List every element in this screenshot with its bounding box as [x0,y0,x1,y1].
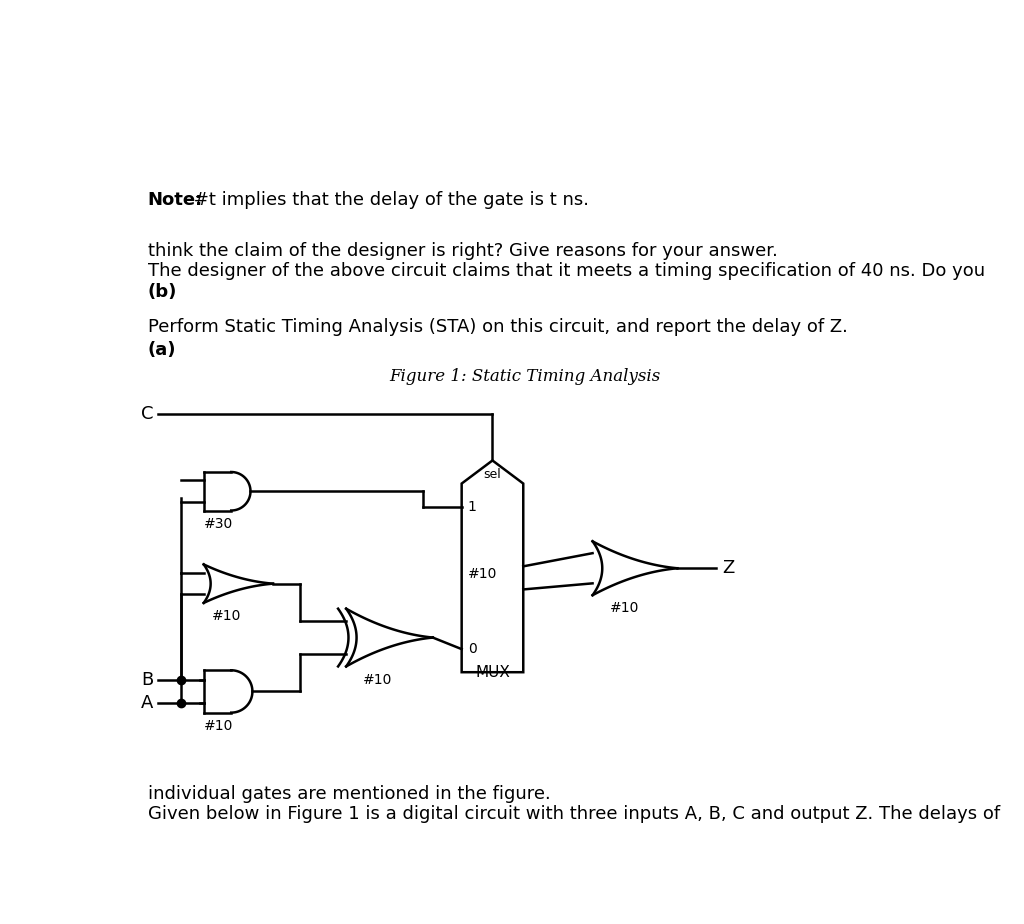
Text: Z: Z [722,559,734,578]
Text: Figure 1: Static Timing Analysis: Figure 1: Static Timing Analysis [389,368,660,385]
Text: Perform Static Timing Analysis (STA) on this circuit, and report the delay of Z.: Perform Static Timing Analysis (STA) on … [147,318,848,336]
Text: The designer of the above circuit claims that it meets a timing specification of: The designer of the above circuit claims… [147,261,985,280]
Text: #10: #10 [609,602,639,615]
Text: think the claim of the designer is right? Give reasons for your answer.: think the claim of the designer is right… [147,242,777,260]
Text: A: A [141,694,154,712]
Text: #t implies that the delay of the gate is t ns.: #t implies that the delay of the gate is… [187,191,589,209]
Text: Given below in Figure 1 is a digital circuit with three inputs A, B, C and outpu: Given below in Figure 1 is a digital cir… [147,806,999,823]
Text: #10: #10 [204,719,233,733]
Text: 1: 1 [468,500,477,514]
Text: (a): (a) [147,341,176,359]
Text: Note:: Note: [147,191,203,209]
Text: #10: #10 [212,609,241,623]
Text: (b): (b) [147,284,177,301]
Text: #30: #30 [204,517,233,530]
Text: individual gates are mentioned in the figure.: individual gates are mentioned in the fi… [147,785,550,803]
Text: #10: #10 [364,673,392,687]
Text: C: C [141,406,154,423]
Text: MUX: MUX [475,665,510,680]
Text: 0: 0 [468,642,476,656]
Text: #10: #10 [468,567,498,581]
Text: sel: sel [483,468,502,480]
Text: B: B [141,671,154,689]
